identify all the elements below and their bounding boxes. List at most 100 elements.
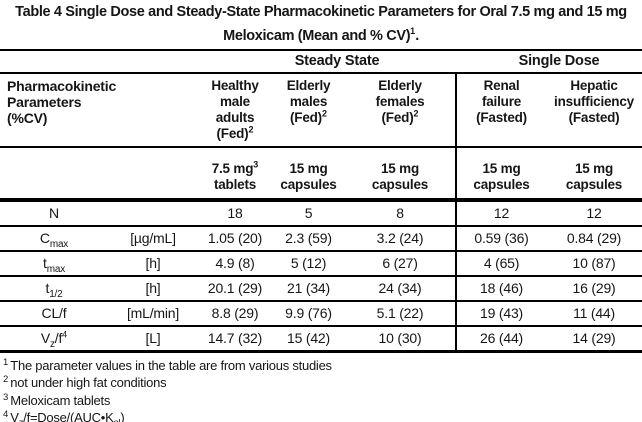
table-title-line1: Table 4 Single Dose and Steady-State Pha… bbox=[0, 3, 642, 22]
header-line: Healthy bbox=[211, 77, 259, 93]
header-line: (Fed)2 bbox=[381, 108, 419, 125]
unit-cell: [h] bbox=[108, 275, 198, 302]
header-line: capsules bbox=[371, 177, 429, 193]
value-cell: 4.9 (8) bbox=[198, 250, 272, 277]
param-label-cmax: Cmax bbox=[0, 225, 108, 252]
footnote-2: 2 not under high fat conditions bbox=[3, 374, 167, 391]
unit-cell bbox=[108, 199, 198, 227]
value-cell: 10 (87) bbox=[546, 250, 642, 277]
footnote-marker: 2 bbox=[3, 374, 9, 385]
superscript: 4 bbox=[62, 329, 68, 340]
param-label-thalf: t1/2 bbox=[0, 275, 108, 302]
title-text: Meloxicam (Mean and % CV) bbox=[223, 27, 411, 44]
value-cell: 5 (12) bbox=[272, 250, 345, 277]
dose-header-capsules: 15 mg capsules bbox=[345, 146, 457, 202]
header-line: male bbox=[220, 93, 250, 109]
header-line: females bbox=[375, 93, 425, 109]
value-cell: 14.7 (32) bbox=[198, 325, 272, 353]
header-line: insufficiency bbox=[554, 93, 634, 109]
dose-header-capsules: 15 mg capsules bbox=[272, 146, 345, 202]
header-line: failure bbox=[481, 93, 522, 109]
group-header-steady-state: Steady State bbox=[198, 49, 457, 74]
header-line: 7.5 mg3 bbox=[211, 159, 259, 176]
value-cell: 3.2 (24) bbox=[345, 225, 457, 252]
header-line: adults bbox=[215, 109, 255, 125]
param-label-vzf: Vz/f4 bbox=[0, 325, 108, 353]
value-cell: 24 (34) bbox=[345, 275, 457, 302]
footnote-marker: 1 bbox=[3, 356, 9, 368]
header-line: 15 mg bbox=[289, 160, 328, 176]
table-title-line2: Meloxicam (Mean and % CV)1. bbox=[0, 22, 642, 46]
subscript: el bbox=[114, 418, 121, 422]
subscript: max bbox=[46, 264, 66, 276]
header-line: capsules bbox=[280, 177, 337, 193]
title-period: . bbox=[415, 27, 419, 44]
footnote-marker: 4 bbox=[3, 409, 9, 420]
unit-cell: [h] bbox=[108, 250, 198, 277]
superscript: 2 bbox=[248, 124, 254, 135]
value-cell: 10 (30) bbox=[345, 325, 457, 353]
col-header-renal-failure: Renal failure (Fasted) bbox=[455, 72, 547, 148]
header-line: 15 mg bbox=[482, 160, 521, 176]
value-cell: 16 (29) bbox=[546, 275, 642, 302]
row-n: N 18 5 8 12 12 bbox=[0, 199, 642, 227]
header-line: Elderly bbox=[286, 77, 331, 93]
unit-cell: [mL/min] bbox=[108, 300, 198, 327]
header-line: (Fed)2 bbox=[216, 124, 254, 141]
param-label-tmax: tmax bbox=[0, 250, 108, 277]
header-line: Hepatic bbox=[570, 77, 618, 93]
group-header-row: Steady State Single Dose bbox=[0, 49, 642, 74]
dose-header-tablets: 7.5 mg3 tablets bbox=[198, 146, 272, 202]
header-line: 15 mg bbox=[380, 160, 420, 176]
value-cell: 18 bbox=[198, 199, 272, 227]
group-header-single-dose: Single Dose bbox=[456, 49, 642, 74]
value-cell: 9.9 (76) bbox=[272, 300, 345, 327]
subscript: z bbox=[49, 339, 55, 351]
group-header-empty bbox=[0, 49, 198, 74]
col-header-elderly-females: Elderly females (Fed)2 bbox=[345, 72, 457, 148]
value-cell: 8 bbox=[345, 199, 457, 227]
row-tmax: tmax [h] 4.9 (8) 5 (12) 6 (27) 4 (65) 10… bbox=[0, 250, 642, 277]
header-line: (Fed)2 bbox=[289, 108, 327, 125]
value-cell: 21 (34) bbox=[272, 275, 345, 302]
title-text: Table 4 Single Dose and Steady-State Pha… bbox=[15, 4, 627, 20]
subscript: 1/2 bbox=[49, 289, 63, 301]
header-line: tablets bbox=[213, 177, 257, 193]
superscript: 2 bbox=[413, 108, 419, 119]
value-cell: 2.3 (59) bbox=[272, 225, 345, 252]
dose-header-row: 7.5 mg3 tablets 15 mg capsules 15 mg cap… bbox=[0, 146, 642, 202]
header-line: (Fasted) bbox=[476, 109, 527, 125]
param-label-clf: CL/f bbox=[0, 300, 108, 327]
value-cell: 6 (27) bbox=[345, 250, 457, 277]
value-cell: 4 (65) bbox=[455, 250, 547, 277]
value-cell: 18 (46) bbox=[455, 275, 547, 302]
value-cell: 15 (42) bbox=[272, 325, 345, 353]
header-line: Elderly bbox=[378, 77, 422, 93]
row-thalf: t1/2 [h] 20.1 (29) 21 (34) 24 (34) 18 (4… bbox=[0, 275, 642, 302]
unit-cell: [µg/mL] bbox=[108, 225, 198, 252]
col-header-elderly-males: Elderly males (Fed)2 bbox=[272, 72, 345, 148]
value-cell: 19 (43) bbox=[455, 300, 547, 327]
value-cell: 26 (44) bbox=[455, 325, 547, 353]
header-line: (%CV) bbox=[7, 109, 48, 126]
superscript: 2 bbox=[321, 108, 327, 119]
row-vzf: Vz/f4 [L] 14.7 (32) 15 (42) 10 (30) 26 (… bbox=[0, 325, 642, 353]
subscript: z bbox=[19, 418, 24, 422]
col-header-hepatic-insufficiency: Hepatic insufficiency (Fasted) bbox=[546, 72, 642, 148]
value-cell: 11 (44) bbox=[546, 300, 642, 327]
footnote-4: 4Vz/f=Dose/(AUC•Kel) bbox=[3, 409, 642, 422]
value-cell: 0.59 (36) bbox=[455, 225, 547, 252]
header-line: 15 mg bbox=[575, 160, 614, 176]
dose-header-capsules: 15 mg capsules bbox=[455, 146, 547, 202]
corner-header: Pharmacokinetic Parameters (%CV) bbox=[0, 72, 198, 148]
header-line: males bbox=[289, 93, 328, 109]
header-line: (Fasted) bbox=[568, 109, 620, 125]
value-cell: 5 bbox=[272, 199, 345, 227]
header-line: Parameters bbox=[7, 93, 82, 110]
value-cell: 12 bbox=[455, 199, 547, 227]
param-label-n: N bbox=[0, 199, 108, 227]
pharmacokinetics-table: Steady State Single Dose Pharmacokinetic… bbox=[0, 48, 642, 353]
header-line: capsules bbox=[565, 177, 623, 193]
footnote-marker: 3 bbox=[3, 391, 9, 403]
